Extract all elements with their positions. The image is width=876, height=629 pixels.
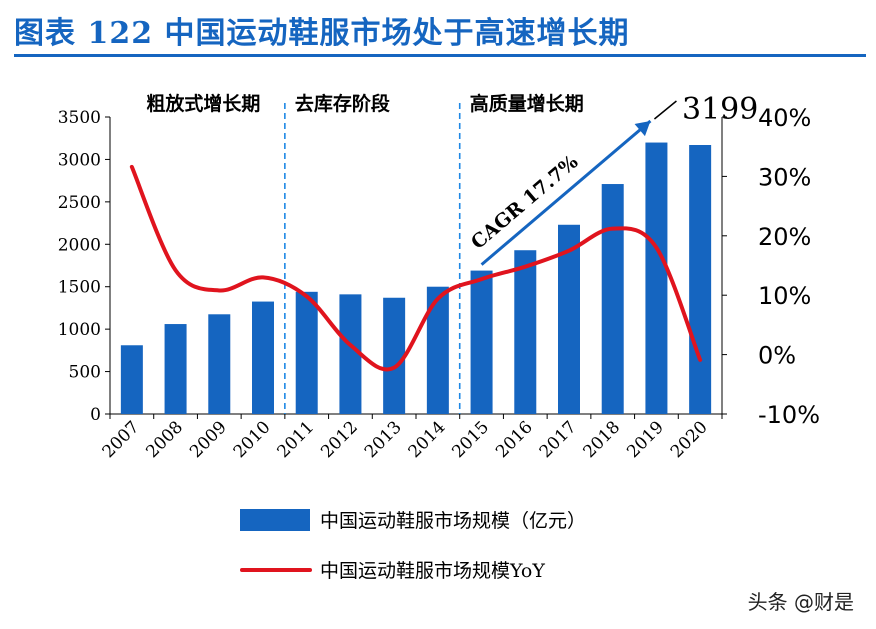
cagr-arrow-line xyxy=(480,119,652,266)
x-tick-label: 2018 xyxy=(580,417,625,462)
y-left-tick-label: 0 xyxy=(90,405,101,425)
x-tick-label: 2019 xyxy=(623,417,668,462)
y-left-tick-label: 2000 xyxy=(58,235,101,255)
x-tick-label: 2009 xyxy=(186,417,231,462)
bar xyxy=(470,270,493,414)
yoy-line xyxy=(129,164,703,372)
y-left-tick-label: 3500 xyxy=(58,108,101,128)
x-tick-label: 2014 xyxy=(405,417,450,462)
title-underline xyxy=(14,54,866,57)
header: 图表 122 中国运动鞋服市场处于高速增长期 xyxy=(0,0,876,60)
y-right-tick-label: -10% xyxy=(758,401,820,429)
x-tick-label: 2011 xyxy=(274,417,319,462)
bar xyxy=(120,345,143,414)
bar xyxy=(295,291,318,414)
period-label: 粗放式增长期 xyxy=(146,92,260,115)
x-tick-label: 2017 xyxy=(536,417,581,462)
period-label: 去库存阶段 xyxy=(295,92,391,115)
x-tick-label: 2007 xyxy=(99,417,144,462)
bar xyxy=(426,286,449,414)
bar xyxy=(252,301,274,414)
legend-line-label: 中国运动鞋服市场规模YoY xyxy=(320,560,545,582)
peak-label-leader xyxy=(653,100,677,120)
y-right-tick-label: 40% xyxy=(758,104,811,132)
y-left-tick-label: 1500 xyxy=(58,278,101,298)
cagr-arrow-head xyxy=(634,121,651,137)
bar xyxy=(645,142,668,415)
bar xyxy=(601,184,624,414)
figure-title: 图表 122 中国运动鞋服市场处于高速增长期 xyxy=(14,16,630,51)
bar xyxy=(689,145,712,414)
y-left-tick-label: 2500 xyxy=(58,193,101,213)
y-right-tick-label: 20% xyxy=(758,223,811,251)
y-right-tick-label: 0% xyxy=(758,342,796,370)
x-tick-label: 2008 xyxy=(142,417,187,462)
x-tick-label: 2020 xyxy=(667,417,712,462)
x-tick-label: 2013 xyxy=(361,417,406,462)
bar xyxy=(514,250,537,414)
y-right-tick-label: 30% xyxy=(758,163,811,191)
x-tick-label: 2012 xyxy=(317,417,362,462)
bar xyxy=(208,314,231,414)
bar xyxy=(383,297,406,414)
bar xyxy=(164,324,187,414)
y-left-tick-label: 500 xyxy=(69,363,101,383)
y-right-tick-label: 10% xyxy=(758,282,811,310)
x-tick-label: 2015 xyxy=(448,417,493,462)
legend-bar-swatch xyxy=(240,509,310,531)
bar xyxy=(339,294,362,414)
period-label: 高质量增长期 xyxy=(470,92,584,115)
bar xyxy=(558,224,580,414)
peak-value-label: 3199 xyxy=(682,92,758,127)
legend-bar-label: 中国运动鞋服市场规模（亿元） xyxy=(320,510,586,532)
y-left-tick-label: 1000 xyxy=(58,320,101,340)
x-tick-label: 2010 xyxy=(230,417,275,462)
x-tick-label: 2016 xyxy=(492,417,537,462)
y-left-tick-label: 3000 xyxy=(58,150,101,170)
watermark: 头条 @财是 xyxy=(747,590,854,614)
